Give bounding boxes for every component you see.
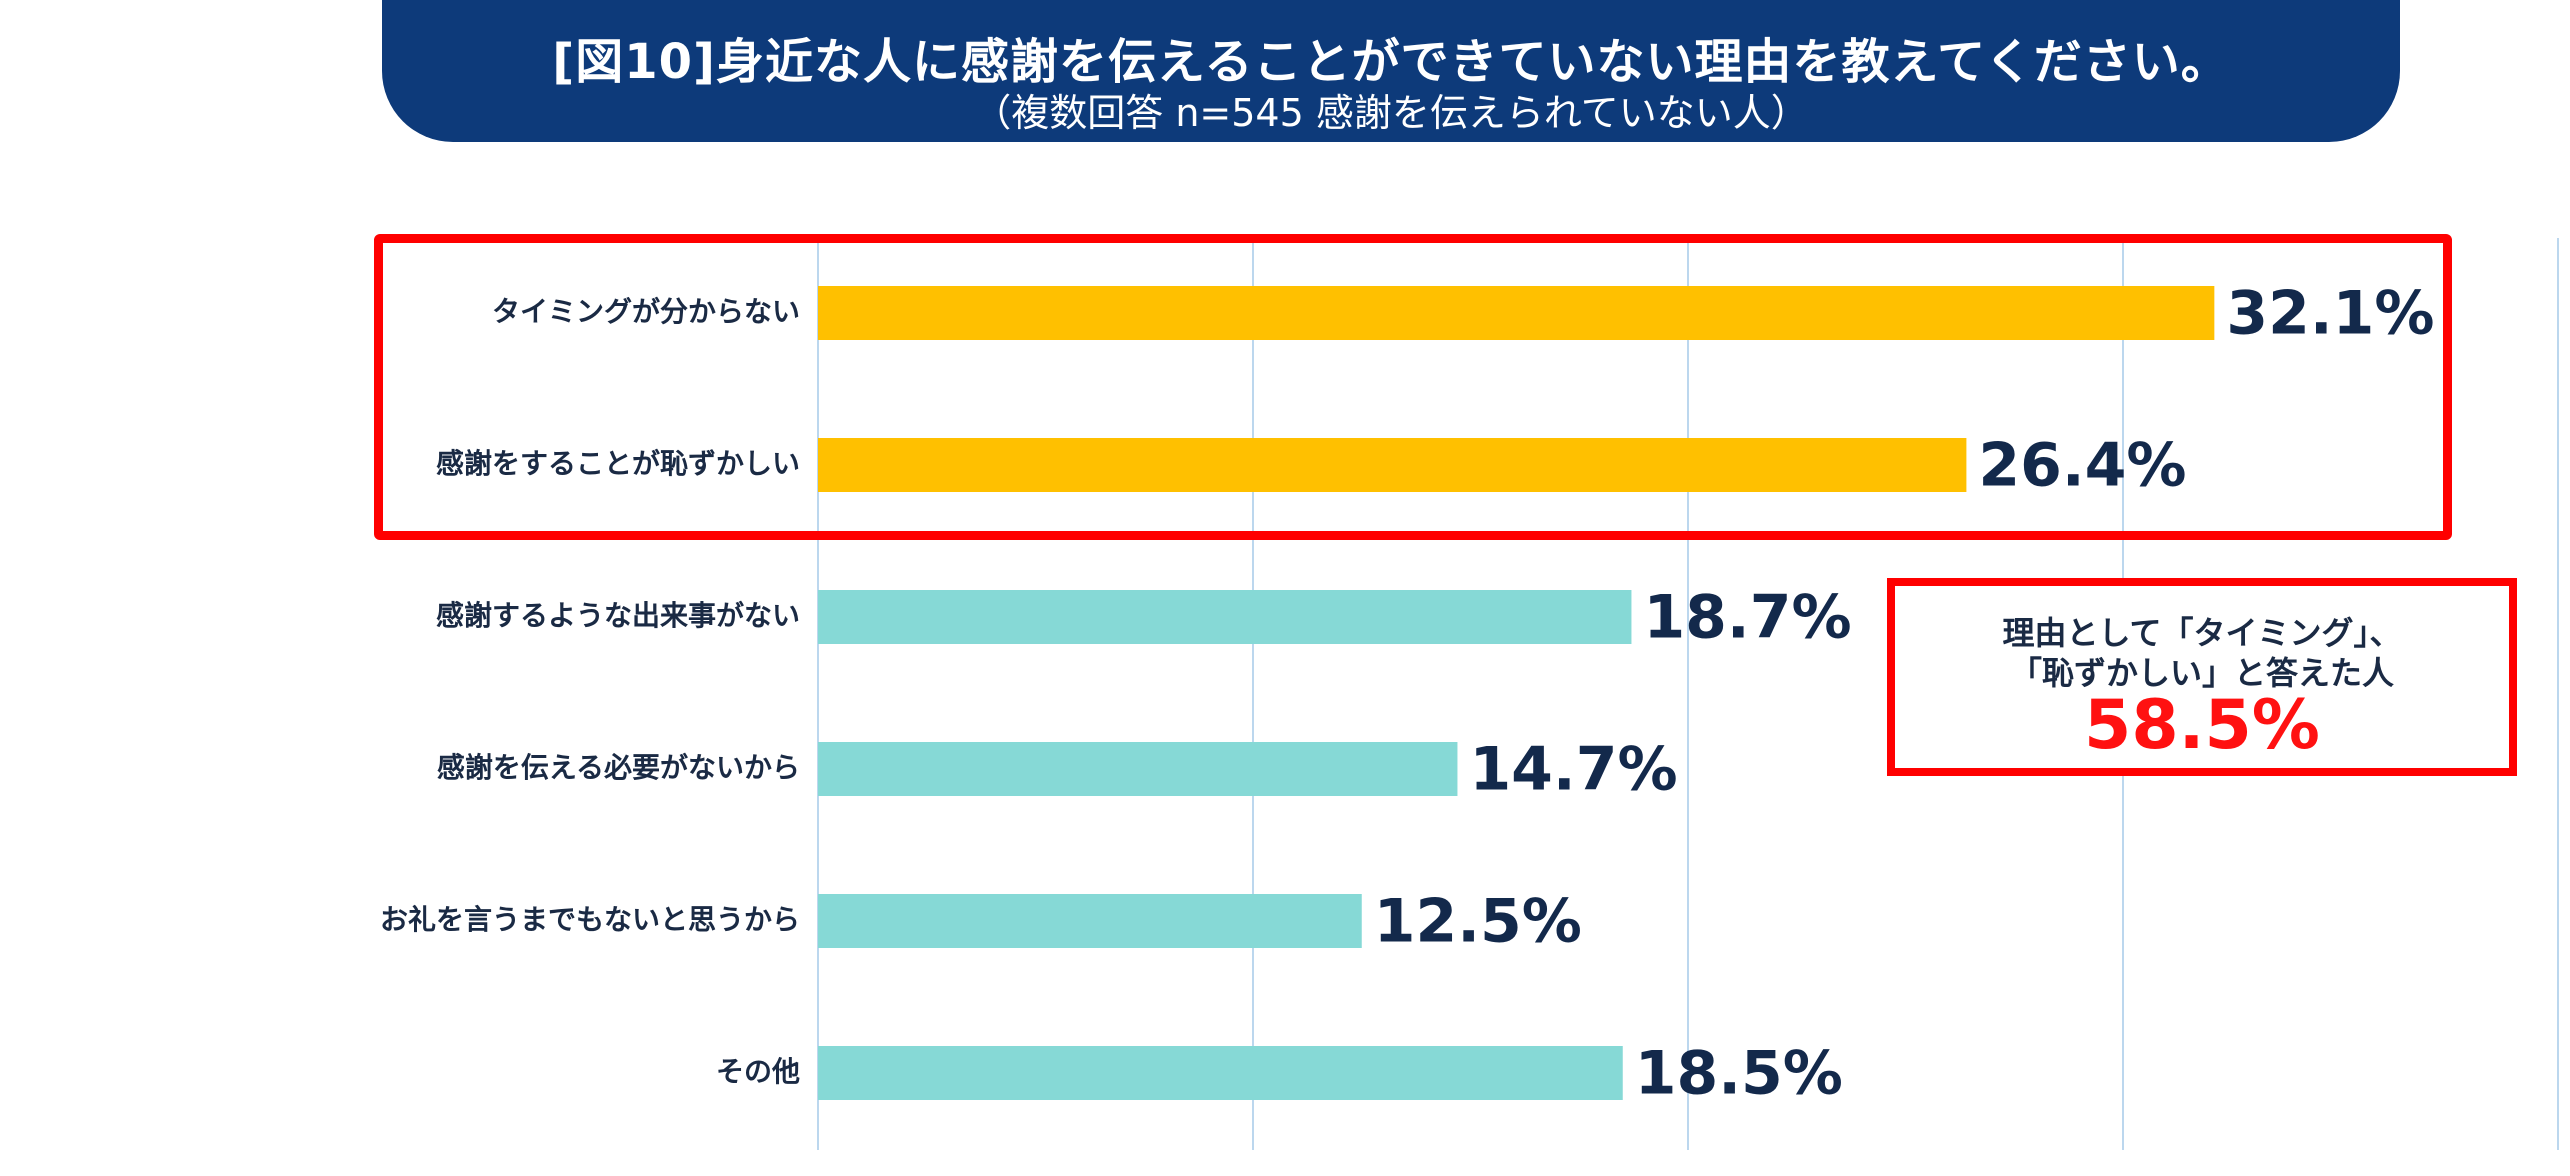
value-label-1: 26.4%: [1978, 431, 2186, 501]
category-label-2: 感謝するような出来事がない: [436, 599, 800, 632]
category-label-4: お礼を言うまでもないと思うから: [380, 903, 800, 936]
bar-5: [818, 1046, 1623, 1100]
bar-1: [818, 438, 1967, 492]
value-label-4: 12.5%: [1374, 887, 1582, 957]
value-label-0: 32.1%: [2226, 279, 2434, 349]
callout-value: 58.5%: [2084, 686, 2320, 765]
bar-3: [818, 742, 1458, 796]
value-label-3: 14.7%: [1469, 735, 1677, 805]
value-label-2: 18.7%: [1643, 583, 1851, 653]
category-labels: タイミングが分からない感謝をすることが恥ずかしい感謝するような出来事がない感謝を…: [380, 295, 800, 1088]
category-label-5: その他: [716, 1055, 800, 1088]
chart-subtitle: （複数回答 n=545 感謝を伝えられていない人）: [973, 91, 1809, 135]
chart-title: [図10]身近な人に感謝を伝えることができていない理由を教えてください。: [552, 34, 2230, 90]
value-labels: 32.1% 26.4% 18.7% 14.7% 12.5% 18.5%: [1374, 279, 2435, 1109]
category-label-1: 感謝をすることが恥ずかしい: [436, 447, 800, 480]
highlight-box: [374, 234, 2452, 540]
bar-4: [818, 894, 1362, 948]
title-banner: [図10]身近な人に感謝を伝えることができていない理由を教えてください。 （複数…: [382, 0, 2400, 142]
callout-line-2: 「恥ずかしい」と答えた人: [2009, 654, 2394, 692]
category-label-0: タイミングが分からない: [492, 295, 800, 328]
value-label-5: 18.5%: [1635, 1039, 1843, 1109]
bars: [818, 286, 2215, 1100]
bar-0: [818, 286, 2215, 340]
callout-box: 理由として「タイミング」、 「恥ずかしい」と答えた人 58.5%: [1887, 578, 2517, 776]
callout-line-1: 理由として「タイミング」、: [2002, 614, 2402, 652]
bar-2: [818, 590, 1632, 644]
category-label-3: 感謝を伝える必要がないから: [437, 751, 800, 784]
